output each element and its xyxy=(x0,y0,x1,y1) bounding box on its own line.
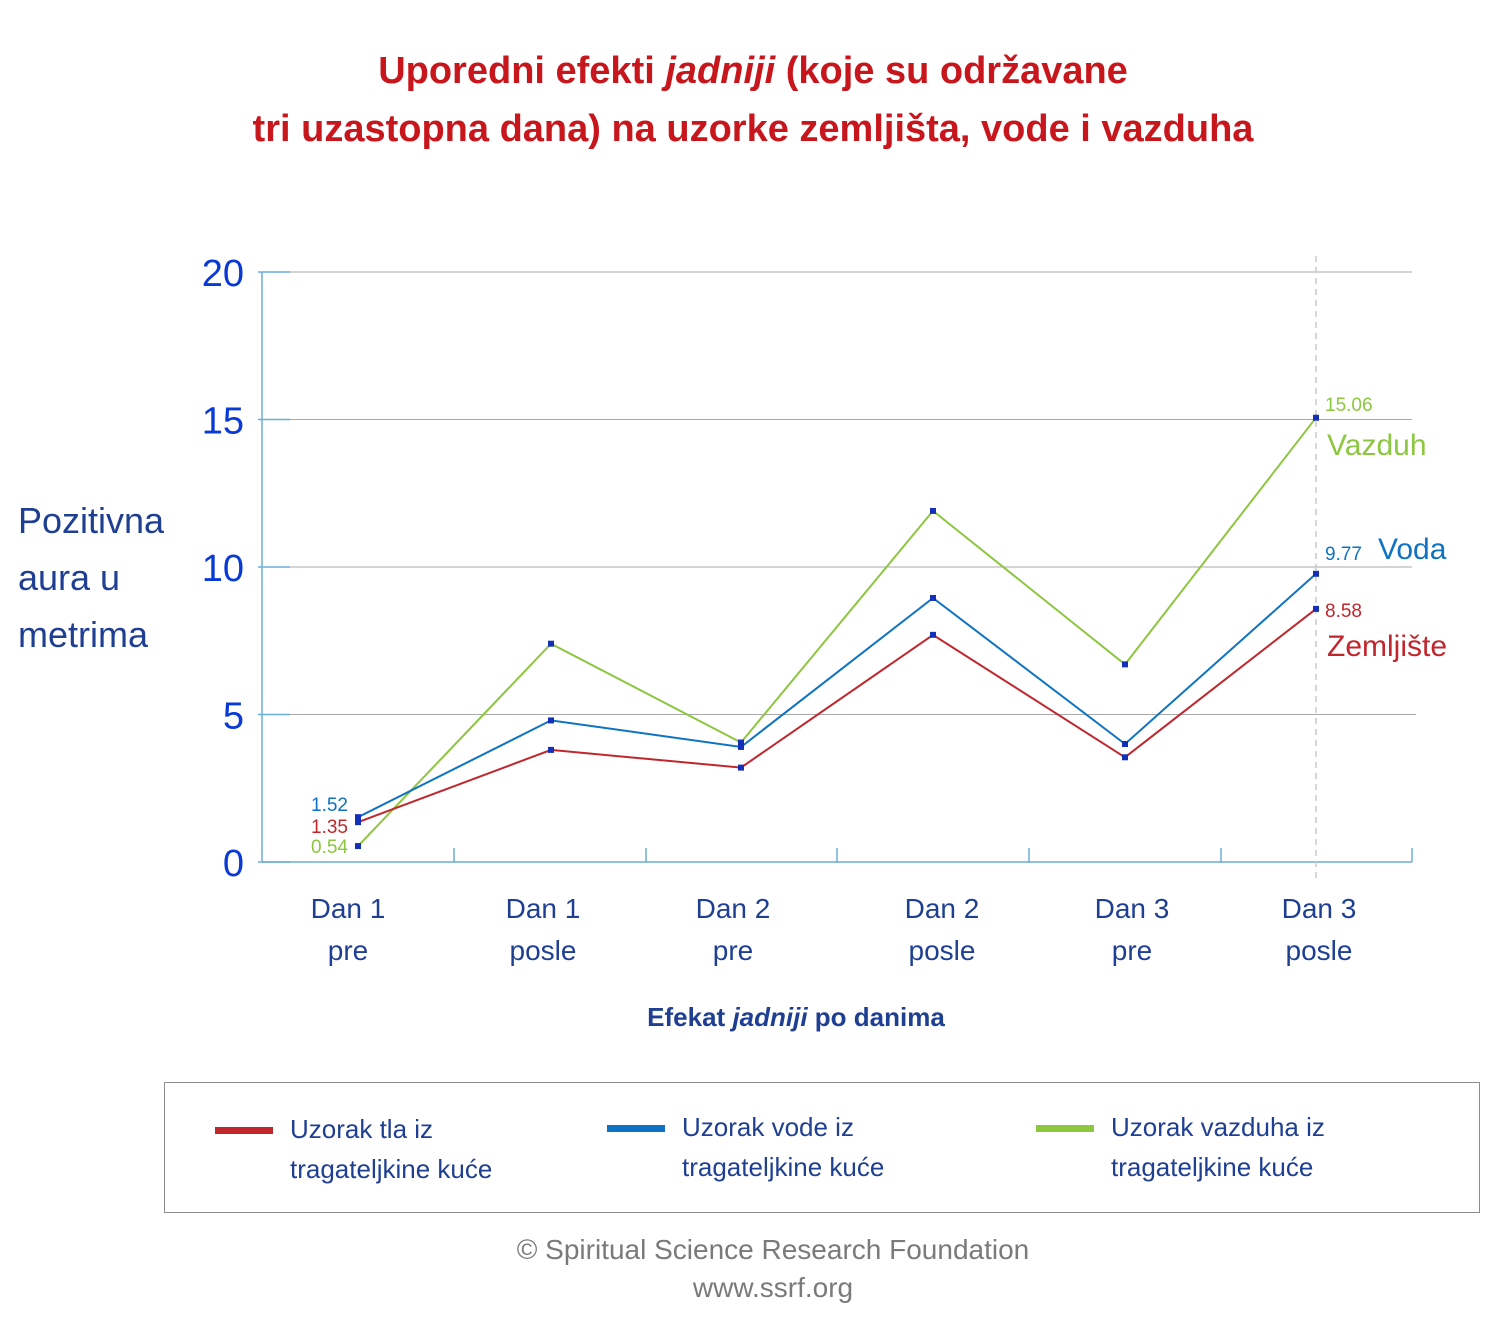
data-point xyxy=(738,743,744,750)
data-label-start: 0.54 xyxy=(311,837,348,858)
y-axis-label-line: aura u xyxy=(18,557,121,598)
x-tick-label-line: Dan 2 xyxy=(905,893,980,924)
data-point xyxy=(355,814,361,821)
data-label-end: 8.58 xyxy=(1325,601,1362,622)
data-point xyxy=(930,594,936,601)
x-tick-label-line: Dan 2 xyxy=(696,893,771,924)
legend-label-water: Uzorak vode iz tragateljkine kuće xyxy=(682,1107,884,1187)
data-point xyxy=(548,717,554,724)
x-tick-label-line: Dan 3 xyxy=(1095,893,1170,924)
legend-label-soil: Uzorak tla iz tragateljkine kuće xyxy=(290,1109,492,1189)
legend-swatch-water xyxy=(607,1125,665,1132)
copyright-text: © Spiritual Science Research Foundation xyxy=(516,1234,1030,1265)
data-point xyxy=(1313,414,1319,421)
data-point xyxy=(1122,661,1128,668)
y-axis-label: Pozitivna aura u metrima xyxy=(18,492,164,663)
legend-swatch-air xyxy=(1036,1125,1094,1132)
x-tick-label-line: pre xyxy=(1112,935,1152,966)
x-axis-title-text: Efekat xyxy=(647,1002,733,1032)
website-link[interactable]: www.ssrf.org xyxy=(692,1272,854,1303)
x-tick-label-line: posle xyxy=(1286,935,1353,966)
legend-label-line: Uzorak vode iz xyxy=(682,1112,854,1142)
legend-label-air: Uzorak vazduha iz tragateljkine kuće xyxy=(1111,1107,1325,1187)
legend-label-line: tragateljkine kuće xyxy=(682,1152,885,1182)
x-tick-label: Dan 2 posle xyxy=(905,893,980,966)
data-point xyxy=(930,631,936,638)
chart-title-line-2: tri uzastopna dana) na uzorke zemljišta,… xyxy=(252,108,1254,150)
y-tick-label: 15 xyxy=(202,401,244,443)
data-point xyxy=(930,507,936,514)
data-label-end: 15.06 xyxy=(1325,395,1373,416)
x-axis-title-text-2: po danima xyxy=(807,1002,945,1032)
legend: Uzorak tla iz tragateljkine kuće Uzorak … xyxy=(164,1082,1480,1213)
data-point xyxy=(355,843,361,850)
x-tick-label: Dan 1 posle xyxy=(506,893,581,966)
x-tick-label-line: Dan 1 xyxy=(311,893,386,924)
data-point xyxy=(738,764,744,771)
series-name-label: Vazduh xyxy=(1327,429,1427,462)
chart-title-line-1: Uporedni efekti jadniji (koje su održava… xyxy=(0,42,1506,100)
data-label-start: 1.35 xyxy=(311,817,348,838)
legend-swatch-soil xyxy=(215,1127,273,1134)
data-point xyxy=(548,746,554,753)
y-axis-label-line: metrima xyxy=(18,614,149,655)
series-line-zemljište xyxy=(357,608,1317,824)
data-label-end: 9.77 xyxy=(1325,544,1362,565)
title-italic-word: jadniji xyxy=(665,50,776,92)
series-name-label: Zemljište xyxy=(1327,630,1447,663)
x-tick-label-line: Dan 1 xyxy=(506,893,581,924)
y-tick-label: 20 xyxy=(202,253,244,295)
chart-title: Uporedni efekti jadniji (koje su održava… xyxy=(0,42,1506,158)
y-tick-label: 10 xyxy=(202,548,244,590)
y-tick-label: 5 xyxy=(223,696,244,738)
series-line-voda xyxy=(357,573,1317,819)
x-tick-label-line: pre xyxy=(713,935,753,966)
title-text-1: Uporedni efekti xyxy=(378,50,666,92)
line-chart: 0 5 10 15 20 Dan 1 pre Dan 1 posle Dan 2 pre Dan 2 p… xyxy=(202,253,1447,966)
x-tick-label: Dan 1 pre xyxy=(311,893,386,966)
series-line-vazduh xyxy=(357,417,1317,847)
data-point xyxy=(1122,741,1128,747)
data-point xyxy=(548,640,554,647)
x-tick-label-line: pre xyxy=(328,935,368,966)
title-text-2: (koje su održavane xyxy=(775,50,1128,92)
x-tick-label: Dan 2 pre xyxy=(696,893,771,966)
data-point xyxy=(1313,605,1319,612)
legend-label-line: Uzorak vazduha iz xyxy=(1111,1112,1325,1142)
x-tick-label: Dan 3 posle xyxy=(1282,893,1357,966)
legend-label-line: tragateljkine kuće xyxy=(1111,1152,1314,1182)
x-axis-title-italic: jadniji xyxy=(732,1002,808,1032)
x-axis-title: Efekat jadniji po danima xyxy=(0,1002,1506,1033)
series-name-label: Voda xyxy=(1378,533,1447,566)
x-tick-label-line: Dan 3 xyxy=(1282,893,1357,924)
data-point xyxy=(1313,570,1319,577)
data-point xyxy=(738,739,744,746)
data-label-start: 1.52 xyxy=(311,795,348,816)
legend-label-line: Uzorak tla iz xyxy=(290,1114,434,1144)
legend-label-line: tragateljkine kuće xyxy=(290,1154,493,1184)
data-point xyxy=(1122,754,1128,761)
x-tick-label: Dan 3 pre xyxy=(1095,893,1170,966)
y-tick-label: 0 xyxy=(223,843,244,885)
x-tick-label-line: posle xyxy=(510,935,577,966)
x-tick-label-line: posle xyxy=(909,935,976,966)
data-point xyxy=(355,819,361,826)
y-axis-label-line: Pozitivna xyxy=(18,500,165,541)
